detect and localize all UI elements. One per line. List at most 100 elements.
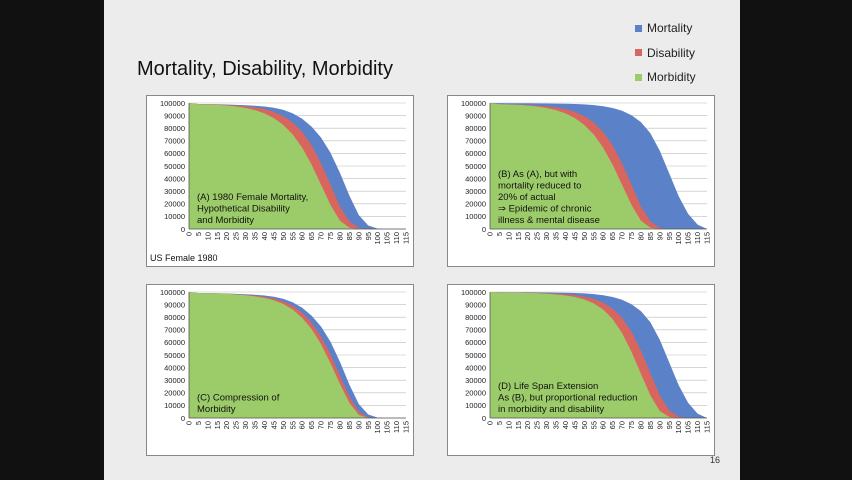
x-tick-label: 50 (279, 232, 288, 240)
x-tick-label: 40 (260, 232, 269, 240)
x-tick-label: 65 (307, 232, 316, 240)
y-tick-label: 60000 (465, 149, 486, 158)
x-tick-label: 70 (618, 232, 627, 240)
y-tick-label: 90000 (465, 300, 486, 309)
x-tick-label: 85 (345, 421, 354, 429)
x-tick-label: 45 (570, 232, 579, 240)
chart-panel-c: 0 10000 20000 30000 40000 50000 60000 70000 8000… (146, 284, 414, 456)
x-tick-label: 95 (665, 421, 674, 429)
annotation-line: ⇒ Epidemic of chronic (498, 204, 592, 215)
x-tick-label: 65 (608, 421, 617, 429)
chart-panel-b: 0 10000 20000 30000 40000 50000 60000 70000 8000… (447, 95, 715, 267)
y-tick-label: 30000 (465, 376, 486, 385)
x-tick-label: 75 (627, 232, 636, 240)
y-tick-label: 0 (482, 414, 486, 423)
x-tick-label: 15 (514, 421, 523, 429)
x-tick-label: 105 (383, 421, 392, 434)
x-tick-label: 85 (345, 232, 354, 240)
x-tick-label: 85 (646, 232, 655, 240)
x-tick-label: 50 (580, 421, 589, 429)
annotation-line: As (B), but proportional reduction (498, 393, 637, 404)
y-tick-label: 100000 (461, 288, 486, 297)
x-tick-label: 40 (561, 421, 570, 429)
legend-label-morbidity: Morbidity (647, 70, 696, 85)
x-tick-label: 80 (335, 421, 344, 429)
y-tick-label: 70000 (164, 137, 185, 146)
legend-swatch-mortality (635, 24, 642, 32)
x-tick-label: 10 (504, 232, 513, 240)
y-tick-label: 40000 (164, 174, 185, 183)
x-tick-label: 95 (665, 232, 674, 240)
annotation-line: 20% of actual (498, 192, 556, 203)
x-tick-label: 65 (608, 232, 617, 240)
x-tick-label: 40 (561, 232, 570, 240)
x-tick-label: 30 (241, 232, 250, 240)
x-tick-label: 95 (364, 232, 373, 240)
x-tick-label: 0 (185, 421, 194, 425)
x-tick-label: 90 (655, 421, 664, 429)
x-tick-label: 60 (599, 232, 608, 240)
x-tick-label: 5 (495, 421, 504, 425)
y-tick-label: 70000 (164, 326, 185, 335)
slide-title: Mortality, Disability, Morbidity (137, 58, 393, 80)
x-tick-label: 60 (599, 421, 608, 429)
x-tick-label: 5 (194, 232, 203, 236)
x-tick-label: 65 (307, 421, 316, 429)
y-tick-label: 40000 (465, 174, 486, 183)
y-tick-label: 90000 (465, 111, 486, 120)
y-tick-label: 100000 (160, 99, 185, 108)
annotation-line: Hypothetical Disability (197, 204, 290, 215)
x-tick-label: 115 (402, 421, 411, 433)
x-tick-label: 70 (317, 232, 326, 240)
x-tick-label: 20 (222, 421, 231, 429)
y-tick-label: 10000 (465, 212, 486, 221)
legend-item-mortality: Mortality (635, 16, 696, 41)
x-tick-label: 70 (618, 421, 627, 429)
legend-item-morbidity: Morbidity (635, 65, 696, 90)
x-tick-label: 110 (392, 232, 401, 244)
x-tick-label: 45 (269, 232, 278, 240)
x-tick-label: 45 (570, 421, 579, 429)
x-tick-label: 0 (486, 421, 495, 425)
y-tick-label: 60000 (164, 149, 185, 158)
y-tick-label: 60000 (164, 338, 185, 347)
area-morbidity (189, 103, 406, 229)
legend-label-disability: Disability (647, 45, 696, 60)
x-tick-label: 100 (373, 232, 382, 245)
chart-panel-d: 0 10000 20000 30000 40000 50000 60000 70000 8000… (447, 284, 715, 456)
legend-item-disability: Disability (635, 41, 696, 66)
x-tick-label: 35 (552, 421, 561, 429)
x-tick-label: 35 (552, 232, 561, 240)
y-tick-label: 20000 (465, 200, 486, 209)
y-tick-label: 100000 (160, 288, 185, 297)
y-tick-label: 70000 (465, 137, 486, 146)
x-tick-label: 5 (194, 421, 203, 425)
legend-swatch-morbidity (635, 73, 642, 81)
chart-a: 0 10000 20000 30000 40000 50000 60000 70000 8000… (150, 99, 411, 263)
annotation-line: (C) Compression of (197, 393, 280, 404)
x-tick-label: 80 (636, 232, 645, 240)
x-tick-label: 115 (703, 421, 712, 433)
x-tick-label: 30 (241, 421, 250, 429)
x-tick-label: 15 (213, 232, 222, 240)
chart-d: 0 10000 20000 30000 40000 50000 60000 70000 8000… (461, 288, 712, 434)
x-tick-label: 80 (335, 232, 344, 240)
x-tick-label: 115 (703, 232, 712, 244)
annotation-line: (D) Life Span Extension (498, 381, 598, 392)
x-tick-label: 55 (589, 421, 598, 429)
x-tick-label: 15 (213, 421, 222, 429)
y-tick-label: 80000 (465, 313, 486, 322)
x-tick-label: 40 (260, 421, 269, 429)
y-tick-label: 0 (181, 414, 185, 423)
x-tick-label: 55 (589, 232, 598, 240)
y-tick-label: 0 (482, 225, 486, 234)
x-tick-label: 75 (627, 421, 636, 429)
area-morbidity (490, 103, 707, 229)
x-tick-label: 35 (251, 421, 260, 429)
x-tick-label: 60 (298, 421, 307, 429)
x-tick-label: 110 (392, 421, 401, 433)
x-tick-label: 115 (402, 232, 411, 244)
y-tick-label: 20000 (465, 389, 486, 398)
x-tick-label: 0 (185, 232, 194, 236)
x-tick-label: 20 (523, 421, 532, 429)
